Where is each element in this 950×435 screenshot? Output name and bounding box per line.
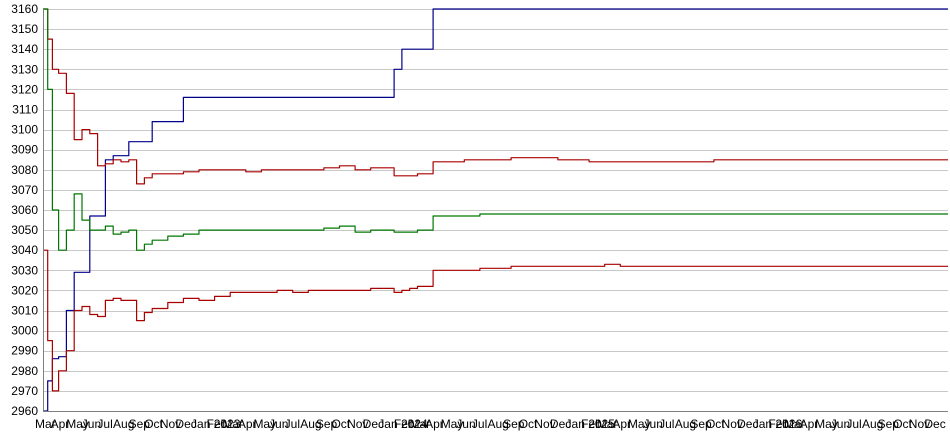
y-tick-label: 3070 (11, 183, 38, 197)
x-tick-label: Jul (659, 417, 674, 431)
y-tick-label: 2970 (11, 384, 38, 398)
x-tick-label: Mar (597, 417, 618, 431)
x-tick-label: Dec (175, 417, 196, 431)
y-tick-label: 3160 (11, 2, 38, 16)
x-tick-label: Jan 2025 (566, 417, 616, 431)
x-tick-label: Apr (612, 417, 631, 431)
x-tick-label: Feb (768, 417, 789, 431)
x-tick-label: Mar (35, 417, 56, 431)
y-tick-label: 3090 (11, 143, 38, 157)
x-tick-label: Sep (878, 417, 900, 431)
x-tick-label: May (628, 417, 651, 431)
x-tick-label: Sep (316, 417, 338, 431)
x-tick-label: Jul (285, 417, 300, 431)
x-tick-label: May (253, 417, 276, 431)
x-tick-label: Dec (363, 417, 384, 431)
series-line-1 (43, 8, 948, 412)
y-tick-label: 3050 (11, 223, 38, 237)
x-tick-label: Dec (737, 417, 758, 431)
x-tick-label: Nov (160, 417, 181, 431)
gridlines (43, 9, 948, 412)
y-tick-label: 3130 (11, 62, 38, 76)
x-tick-label: May (815, 417, 838, 431)
x-tick-label: Oct (519, 417, 538, 431)
y-tick-label: 3000 (11, 324, 38, 338)
y-tick-label: 3020 (11, 283, 38, 297)
y-tick-label: 2960 (11, 404, 38, 418)
x-tick-label: Sep (503, 417, 525, 431)
x-tick-label: Oct (331, 417, 350, 431)
x-tick-label: Oct (706, 417, 725, 431)
x-tick-label: Jul (472, 417, 487, 431)
x-tick-label: Apr (425, 417, 444, 431)
x-tick-label: Sep (690, 417, 712, 431)
x-tick-label: Jun (82, 417, 101, 431)
y-tick-label: 3040 (11, 243, 38, 257)
y-tick-label: 3100 (11, 123, 38, 137)
x-tick-label: Dec (924, 417, 945, 431)
x-tick-label: Mar (409, 417, 430, 431)
x-tick-label: Nov (534, 417, 555, 431)
x-tick-label: Jul (97, 417, 112, 431)
y-tick-label: 3060 (11, 203, 38, 217)
y-tick-label: 2980 (11, 364, 38, 378)
x-tick-label: Nov (909, 417, 930, 431)
x-tick-label: Aug (675, 417, 696, 431)
x-tick-label: Feb (394, 417, 415, 431)
x-tick-label: Aug (300, 417, 321, 431)
y-tick-label: 3030 (11, 263, 38, 277)
x-tick-label: Feb (207, 417, 228, 431)
x-tick-label: Oct (893, 417, 912, 431)
y-tick-label: 3140 (11, 42, 38, 56)
x-tick-label: Jun (644, 417, 663, 431)
series-line-2 (43, 8, 948, 185)
y-axis-ticks: 2960 2970 2980 2990 3000 3010 3020 3030 3040 3050… (11, 2, 38, 418)
x-tick-label: Apr (800, 417, 819, 431)
x-tick-label: Jun (456, 417, 475, 431)
x-tick-label: Jan 2024 (378, 417, 428, 431)
x-tick-label: Mar (784, 417, 805, 431)
x-tick-label: Jun (269, 417, 288, 431)
series-line-4 (43, 249, 948, 392)
y-tick-label: 3010 (11, 304, 38, 318)
x-tick-label: Nov (722, 417, 743, 431)
x-tick-label: Jul (846, 417, 861, 431)
x-tick-label: Jun (831, 417, 850, 431)
x-tick-label: May (441, 417, 464, 431)
y-tick-label: 3110 (12, 103, 38, 117)
x-tick-label: Sep (129, 417, 151, 431)
y-tick-label: 3080 (11, 163, 38, 177)
x-tick-label: Apr (238, 417, 257, 431)
x-tick-label: Dec (550, 417, 571, 431)
series-group (43, 8, 948, 412)
x-tick-label: Apr (51, 417, 70, 431)
y-tick-label: 3120 (11, 82, 38, 96)
x-tick-label: Oct (144, 417, 163, 431)
x-tick-label: May (66, 417, 89, 431)
x-tick-label: Jan 2023 (191, 417, 241, 431)
x-tick-label: Mar (222, 417, 243, 431)
x-tick-label: Aug (488, 417, 509, 431)
y-tick-label: 3150 (11, 22, 38, 36)
x-tick-label: Aug (862, 417, 883, 431)
x-tick-label: Aug (113, 417, 134, 431)
series-line-3 (43, 8, 948, 251)
y-tick-label: 2990 (11, 344, 38, 358)
x-tick-label: Feb (581, 417, 602, 431)
x-tick-label: Jan 2026 (753, 417, 803, 431)
x-tick-label: Nov (347, 417, 368, 431)
